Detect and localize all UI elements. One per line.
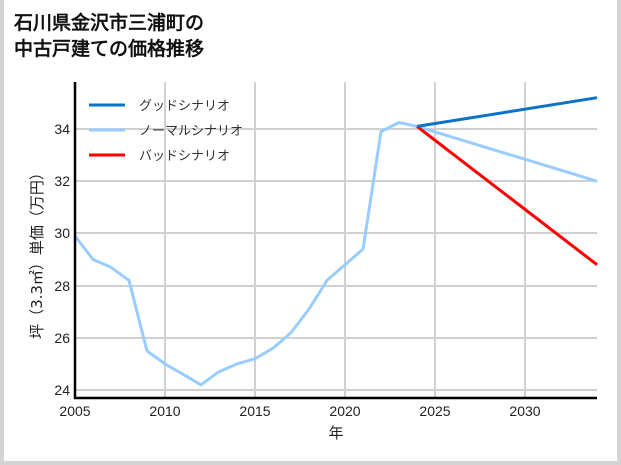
x-tick-2020: 2020 bbox=[329, 403, 360, 419]
legend-label-normal: ノーマルシナリオ bbox=[139, 124, 243, 139]
x-tick-2015: 2015 bbox=[239, 403, 270, 419]
series-line-normal bbox=[73, 121, 598, 387]
x-tick-2025: 2025 bbox=[419, 403, 450, 419]
y-tick-32: 32 bbox=[54, 173, 70, 189]
chart-title-line-1: 石川県金沢市三浦町の bbox=[14, 12, 205, 34]
gridlines bbox=[75, 82, 597, 398]
legend-label-good: グッドシナリオ bbox=[139, 99, 230, 114]
x-tick-2005: 2005 bbox=[59, 403, 90, 419]
y-tick-26: 26 bbox=[54, 330, 70, 346]
x-axis-label: 年 bbox=[328, 424, 343, 442]
y-tick-28: 28 bbox=[54, 278, 70, 294]
x-tick-2010: 2010 bbox=[149, 403, 180, 419]
chart-title: 石川県金沢市三浦町の 中古戸建ての価格推移 bbox=[14, 10, 204, 62]
y-tick-34: 34 bbox=[54, 121, 70, 137]
y-axis-label: 坪（3.3㎡）単価（万円） bbox=[28, 165, 46, 339]
y-tick-24: 24 bbox=[54, 382, 70, 398]
x-tick-labels: 2005 2010 2015 2020 2025 2030 bbox=[59, 403, 540, 419]
y-tick-30: 30 bbox=[54, 225, 70, 241]
series-line-bad bbox=[416, 125, 598, 266]
legend-label-bad: バッドシナリオ bbox=[139, 149, 230, 164]
chart-title-line-2: 中古戸建ての価格推移 bbox=[14, 38, 205, 60]
x-tick-2030: 2030 bbox=[509, 403, 540, 419]
series-layer bbox=[73, 96, 598, 387]
legend: グッドシナリオ ノーマルシナリオ バッドシナリオ bbox=[89, 99, 243, 164]
y-tick-labels: 24 26 28 30 32 34 bbox=[54, 121, 70, 398]
series-line-good bbox=[416, 96, 598, 128]
